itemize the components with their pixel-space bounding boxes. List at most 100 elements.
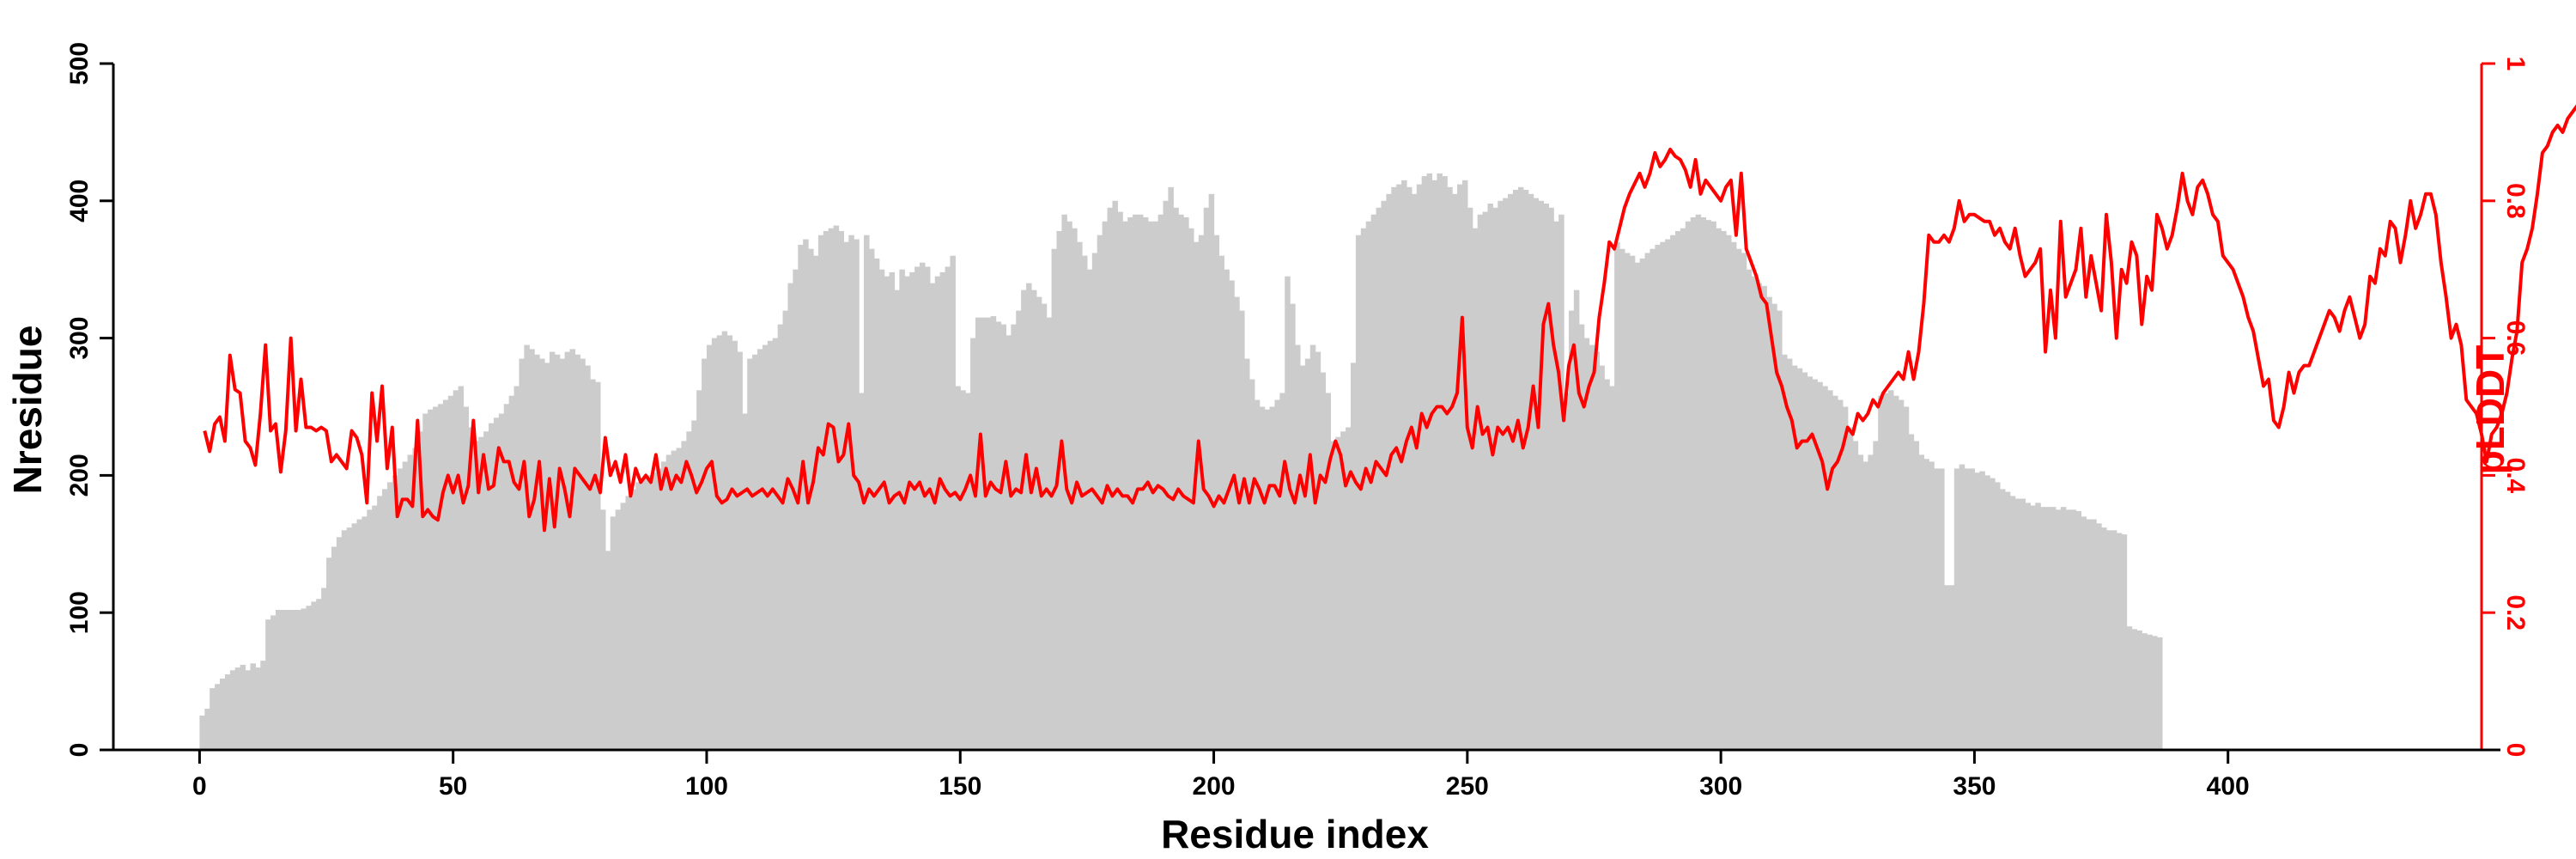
bar <box>1721 230 1727 750</box>
bar <box>590 379 596 750</box>
right-tick-label: 0 <box>2501 743 2530 758</box>
bar <box>2004 491 2011 750</box>
bar <box>1918 454 1924 750</box>
bar <box>367 509 373 750</box>
bar <box>1309 344 1316 750</box>
x-tick-label: 350 <box>1953 772 1996 801</box>
bar <box>1979 471 1985 750</box>
bar <box>478 436 484 750</box>
bar <box>1188 228 1194 750</box>
bar <box>1021 289 1027 750</box>
bar <box>1614 241 1620 750</box>
bar <box>1604 379 1610 750</box>
bar <box>1360 228 1367 750</box>
bar <box>290 610 297 750</box>
bar <box>1528 193 1534 750</box>
bar <box>397 468 404 750</box>
bar <box>1152 221 1159 750</box>
bar <box>2116 533 2123 750</box>
bar <box>580 358 586 750</box>
bar <box>909 271 915 750</box>
bar <box>442 399 449 750</box>
bar <box>295 610 302 750</box>
bar <box>787 283 793 750</box>
bar <box>229 670 236 750</box>
bar <box>2111 530 2117 750</box>
bar <box>2055 509 2062 750</box>
bar <box>1011 324 1017 750</box>
bar <box>1259 406 1266 750</box>
bar <box>620 503 627 750</box>
bar <box>1934 468 1940 750</box>
bar <box>306 606 312 750</box>
bar <box>1533 198 1540 750</box>
bar <box>1807 376 1814 750</box>
bar <box>1097 235 1103 750</box>
bar <box>899 269 905 750</box>
bar <box>599 509 606 750</box>
bar <box>1634 262 1641 751</box>
bar <box>1498 200 1504 751</box>
bar <box>1086 269 1093 750</box>
bar <box>524 344 530 750</box>
bar <box>1224 269 1230 750</box>
bar <box>2121 534 2128 750</box>
bar <box>1000 324 1007 750</box>
bar <box>1508 193 1514 750</box>
bar <box>1862 461 1869 750</box>
bar <box>782 310 789 750</box>
x-tick-label: 50 <box>439 772 467 801</box>
bar <box>1036 296 1042 750</box>
bar <box>1026 283 1032 750</box>
bar <box>285 610 292 750</box>
bar <box>1401 180 1407 750</box>
bar <box>1208 193 1215 750</box>
bar <box>270 615 276 750</box>
bar <box>1995 482 2001 750</box>
bar <box>422 413 428 750</box>
left-tick-label: 200 <box>65 454 94 497</box>
bar <box>762 344 769 750</box>
bar <box>1391 186 1397 750</box>
bar <box>1959 464 1965 750</box>
bar <box>635 482 641 750</box>
bar <box>1655 244 1661 750</box>
bar <box>1117 211 1123 751</box>
bar <box>1594 351 1600 750</box>
bar <box>1517 186 1524 750</box>
bar <box>1796 368 1803 750</box>
bar <box>848 235 854 750</box>
bar <box>2096 523 2102 750</box>
x-axis-title: Residue index <box>1161 812 1429 856</box>
bar <box>564 351 571 750</box>
bar <box>1254 399 1261 750</box>
bar <box>1183 216 1189 750</box>
bar <box>544 362 550 750</box>
bar <box>641 478 647 750</box>
left-y-axis-title: Nresidue <box>5 326 50 495</box>
bar <box>615 509 622 750</box>
bar <box>1812 379 1818 750</box>
bar <box>817 235 824 750</box>
bar <box>473 441 479 750</box>
bar <box>1299 365 1306 750</box>
bar <box>676 448 683 750</box>
bar <box>1953 468 1960 750</box>
bar <box>1969 468 1976 750</box>
bar <box>737 351 743 750</box>
bar <box>1091 253 1098 750</box>
bar <box>407 454 414 750</box>
bar <box>1974 472 1980 750</box>
bar <box>1381 200 1387 751</box>
right-tick-label: 0.6 <box>2501 320 2530 356</box>
left-tick-label: 500 <box>65 42 94 85</box>
bar <box>2009 496 2016 750</box>
bar <box>1852 441 1859 750</box>
bar <box>468 427 474 750</box>
bar <box>569 349 576 750</box>
left-tick-label: 100 <box>65 591 94 634</box>
bar <box>1082 255 1088 751</box>
bar <box>1102 221 1109 750</box>
bar <box>1411 193 1418 750</box>
bar <box>1873 441 1879 750</box>
